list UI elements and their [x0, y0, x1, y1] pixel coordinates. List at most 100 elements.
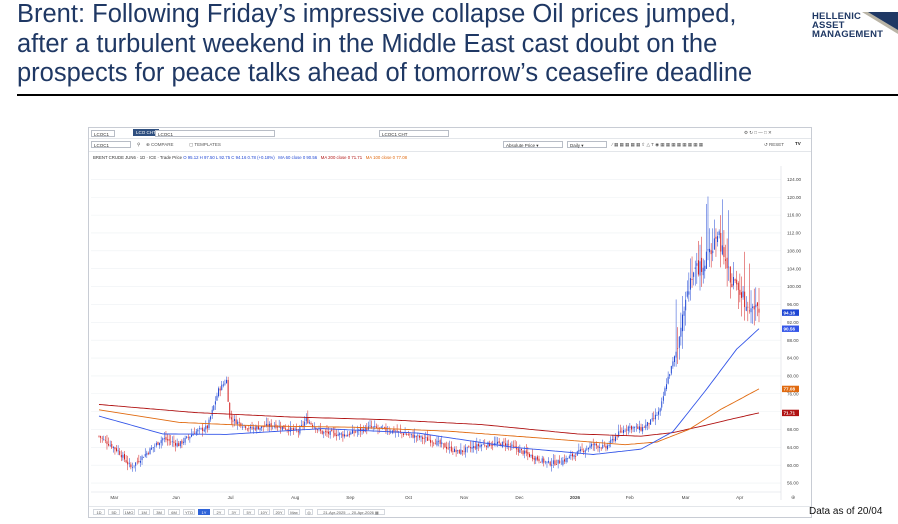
- candle-body: [249, 426, 251, 429]
- range-button-2y[interactable]: 2Y: [213, 509, 225, 515]
- range-button-ytd[interactable]: YTD: [183, 509, 195, 515]
- candle-body: [736, 279, 738, 285]
- candle-body: [375, 426, 377, 428]
- candle-body: [364, 426, 366, 432]
- candle-body: [476, 444, 478, 450]
- candle-body: [509, 445, 511, 447]
- search-icon[interactable]: ⚲: [137, 142, 141, 147]
- range-target-icon[interactable]: ◎: [305, 509, 313, 515]
- candle-body: [431, 441, 433, 443]
- candle-body: [536, 456, 538, 460]
- range-button-3y[interactable]: 3Y: [228, 509, 240, 515]
- candle-body: [149, 448, 151, 455]
- range-button-5d[interactable]: 5D: [108, 509, 120, 515]
- y-tick-label: 64.00: [787, 445, 799, 450]
- ma200-line: [98, 404, 760, 437]
- candle-body: [605, 445, 607, 449]
- candle-body: [439, 440, 441, 444]
- candle-body: [721, 245, 723, 255]
- candle-body: [626, 429, 628, 431]
- candle-body: [611, 439, 613, 441]
- candle-body: [246, 428, 248, 430]
- candle-body: [471, 447, 473, 449]
- candle-body: [139, 460, 141, 463]
- candle-body: [230, 417, 232, 420]
- candle-body: [324, 431, 326, 432]
- title-line-2: after a turbulent weekend in the Middle …: [17, 29, 718, 58]
- range-button-6m[interactable]: 6M: [168, 509, 180, 515]
- candle-body: [344, 434, 346, 437]
- candle-body: [410, 433, 412, 435]
- range-button-1y[interactable]: 1Y: [198, 509, 210, 515]
- candle-body: [186, 436, 188, 438]
- candle-body: [130, 464, 132, 468]
- reset-button[interactable]: ↺ RESET: [764, 142, 785, 147]
- range-button-10y[interactable]: 10Y: [258, 509, 270, 515]
- candle-body: [116, 448, 118, 451]
- candle-body: [398, 431, 400, 432]
- candle-body: [595, 443, 597, 446]
- date-range-picker[interactable]: 21-Apr-2025 → 20-Apr-2026 ▦: [317, 509, 385, 515]
- range-button-5y[interactable]: 5Y: [243, 509, 255, 515]
- candle-body: [313, 426, 315, 428]
- range-button-3m[interactable]: 3M: [153, 509, 165, 515]
- window-controls-icon[interactable]: ⚙ ↻ □ — □ ✕: [744, 130, 772, 135]
- templates-button[interactable]: ▢ TEMPLATES: [189, 142, 221, 147]
- candle-body: [715, 236, 717, 239]
- candle-body: [449, 447, 451, 448]
- interval-select[interactable]: Daily ▾: [567, 141, 607, 148]
- candle-body: [409, 433, 411, 435]
- candle-body: [428, 439, 430, 441]
- x-tick-label: Mar: [110, 495, 118, 500]
- chart-symbol-field[interactable]: LCOC1: [91, 141, 131, 148]
- candle-body: [259, 427, 261, 430]
- x-tick-label: Apr: [736, 495, 744, 500]
- candle-body: [286, 429, 288, 431]
- candle-body: [356, 431, 358, 433]
- candle-body: [128, 463, 130, 464]
- data-date-note: Data as of 20/04: [809, 506, 883, 517]
- candle-body: [181, 440, 183, 444]
- candle-body: [434, 443, 436, 445]
- candlestick-chart[interactable]: 56.0060.0064.0068.0072.0076.0080.0084.00…: [89, 166, 811, 507]
- candle-body: [592, 444, 594, 445]
- candle-body: [487, 442, 489, 448]
- drawing-tools-icon[interactable]: ∕ ▦ ▦ ▦ ▦ ▦ ⇧ △ T ◉ ▦ ▦ ▦ ▦ ▦ ▦ ▦ ▦: [612, 142, 704, 147]
- candle-body: [122, 454, 124, 458]
- candle-body: [533, 458, 535, 460]
- candle-body: [229, 402, 231, 418]
- price-mode-select[interactable]: Absolute Price ▾: [503, 141, 563, 148]
- candle-body: [385, 427, 387, 431]
- candle-body: [175, 443, 177, 446]
- ticker-input[interactable]: LCOC1: [91, 130, 115, 137]
- candle-body: [642, 427, 644, 432]
- candle-body: [192, 433, 194, 436]
- candle-body: [178, 443, 180, 447]
- candle-body: [374, 425, 376, 428]
- candle-body: [235, 419, 237, 424]
- candle-body: [557, 459, 559, 464]
- range-button-20y[interactable]: 20Y: [273, 509, 285, 515]
- y-tick-label: 104.00: [787, 266, 801, 271]
- candle-body: [270, 423, 272, 428]
- candle-body: [320, 429, 322, 431]
- symbol-box[interactable]: LCOC1: [155, 130, 275, 137]
- compare-button[interactable]: ⊕ COMPARE: [146, 142, 174, 147]
- candle-body: [670, 366, 672, 374]
- candle-body: [347, 434, 349, 437]
- candle-body: [477, 444, 479, 447]
- center-symbol-box[interactable]: LCOC1 CHT: [379, 130, 449, 137]
- candle-body: [608, 444, 610, 446]
- candle-body: [627, 426, 629, 431]
- last-price-tag: [782, 385, 799, 393]
- tab-lco-chart[interactable]: LCO CHT: [133, 129, 159, 136]
- candle-body: [678, 336, 680, 348]
- candle-body: [194, 433, 196, 434]
- candle-body: [621, 431, 623, 433]
- candle-body: [662, 396, 664, 401]
- range-button-max[interactable]: Max: [288, 509, 300, 515]
- range-button-1m[interactable]: 1M: [138, 509, 150, 515]
- candle-body: [677, 348, 679, 350]
- range-button-1d[interactable]: 1D: [93, 509, 105, 515]
- range-button-1mo[interactable]: 1MO: [123, 509, 135, 515]
